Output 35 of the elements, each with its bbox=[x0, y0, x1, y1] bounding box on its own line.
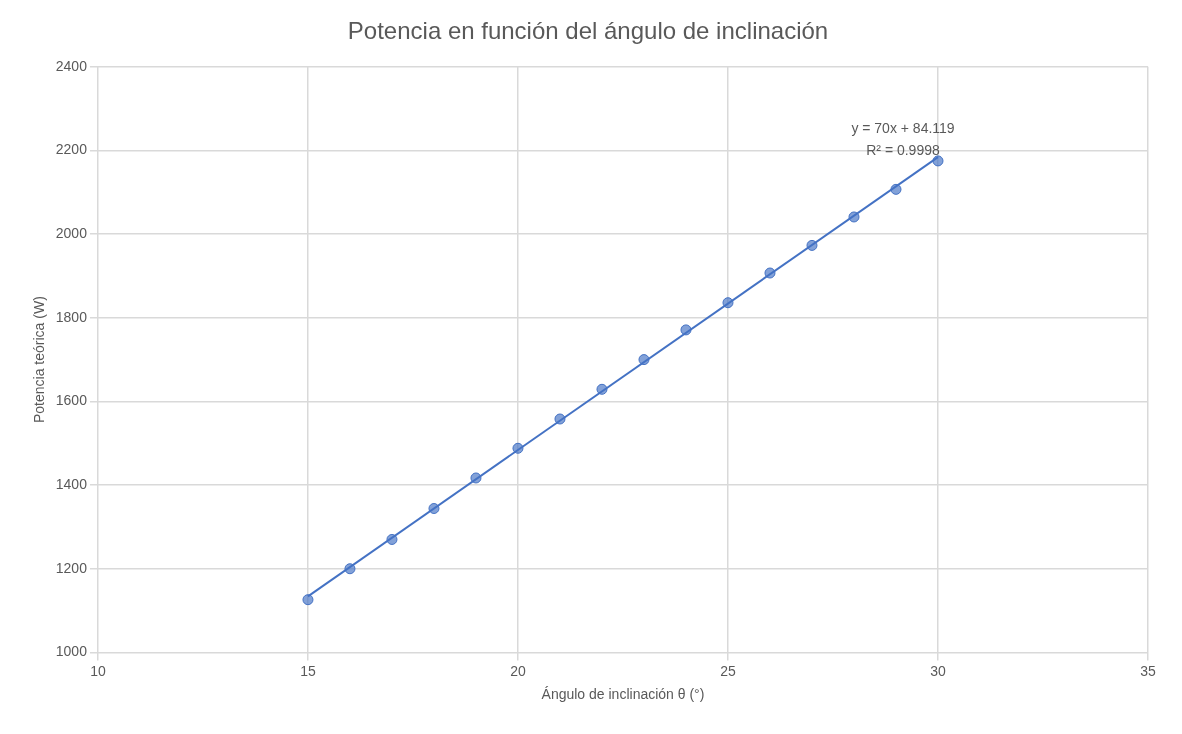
point bbox=[764, 267, 776, 279]
point bbox=[722, 297, 734, 309]
point bbox=[302, 594, 314, 606]
y-axis-title: Potencia teórica (W) bbox=[31, 296, 48, 424]
point bbox=[554, 413, 566, 425]
point bbox=[428, 503, 440, 515]
x-tick-label: 20 bbox=[510, 662, 526, 679]
x-tick-label: 10 bbox=[90, 662, 106, 679]
point bbox=[386, 533, 398, 545]
point bbox=[344, 563, 356, 575]
y-tick-label: 1800 bbox=[55, 308, 88, 325]
y-tick-label: 2200 bbox=[55, 141, 88, 158]
annotation: y = 70x + 84.119 bbox=[851, 119, 955, 136]
x-axis-title: Ángulo de inclinación θ (°) bbox=[541, 686, 705, 703]
x-tick-label: 30 bbox=[930, 662, 946, 679]
y-tick-label: 2400 bbox=[55, 57, 88, 74]
y-tick-label: 1000 bbox=[55, 643, 88, 660]
point bbox=[890, 183, 902, 195]
x-tick-label: 35 bbox=[1140, 662, 1156, 679]
point bbox=[596, 383, 608, 395]
point bbox=[932, 155, 944, 167]
point bbox=[512, 442, 524, 454]
point bbox=[848, 211, 860, 223]
y-tick-label: 1400 bbox=[55, 475, 88, 492]
point bbox=[470, 472, 482, 484]
point bbox=[680, 324, 692, 336]
annotation: R² = 0.9998 bbox=[866, 141, 940, 158]
y-tick-label: 1200 bbox=[55, 559, 88, 576]
x-tick-label: 25 bbox=[720, 662, 736, 679]
point bbox=[638, 354, 650, 366]
y-tick-label: 2000 bbox=[55, 224, 88, 241]
x-tick-label: 15 bbox=[300, 662, 316, 679]
chart-title: Potencia en función del ángulo de inclinación bbox=[347, 17, 829, 45]
point bbox=[806, 239, 818, 251]
y-tick-label: 1600 bbox=[55, 392, 88, 409]
